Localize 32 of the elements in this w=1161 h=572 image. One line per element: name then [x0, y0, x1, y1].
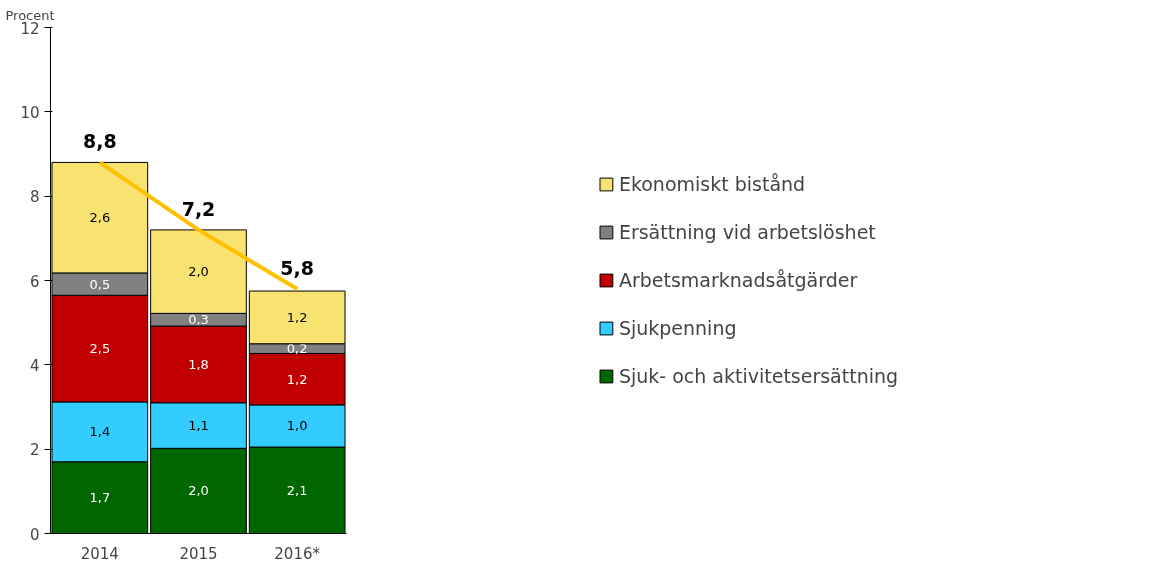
y-tick-label: 0: [29, 525, 40, 544]
legend-label: Ekonomiskt bistånd: [618, 173, 806, 195]
data-label: 1,7: [89, 490, 111, 506]
y-tick-label: 4: [29, 356, 40, 375]
data-label: 2,6: [89, 210, 111, 226]
x-tick-label: 2014: [80, 544, 119, 563]
data-label: 7,2: [181, 197, 216, 220]
data-label: 1,4: [89, 424, 111, 440]
data-label: 1,1: [188, 418, 209, 434]
y-tick-label: 6: [29, 272, 40, 291]
data-label: 2,1: [286, 482, 308, 498]
x-tick-label: 2015: [179, 544, 218, 563]
data-label: 0,3: [188, 312, 209, 328]
data-label: 8,8: [83, 130, 117, 153]
legend-label: Ersättning vid arbetslöshet: [618, 221, 876, 243]
legend-label: Sjuk- och aktivitetsersättning: [618, 365, 899, 387]
y-tick-label: 10: [20, 103, 40, 122]
x-tick-label: 2016*: [274, 544, 321, 563]
data-label: 2,5: [89, 341, 111, 357]
y-tick-label: 2: [29, 441, 40, 460]
data-label: 5,8: [280, 256, 315, 279]
data-label: 1,2: [286, 371, 308, 387]
legend-label: Arbetsmarknadsåtgärder: [618, 269, 858, 291]
legend-label: Sjukpenning: [618, 317, 737, 339]
data-label: 0,2: [286, 341, 308, 357]
y-tick-label: 8: [29, 188, 40, 207]
data-label: 1,8: [188, 356, 209, 372]
data-label: 2,0: [188, 264, 209, 280]
data-label: 2,0: [188, 483, 209, 499]
data-label: 1,2: [286, 309, 308, 325]
data-label: 1,0: [286, 418, 308, 434]
data-label: 0,5: [89, 276, 111, 292]
